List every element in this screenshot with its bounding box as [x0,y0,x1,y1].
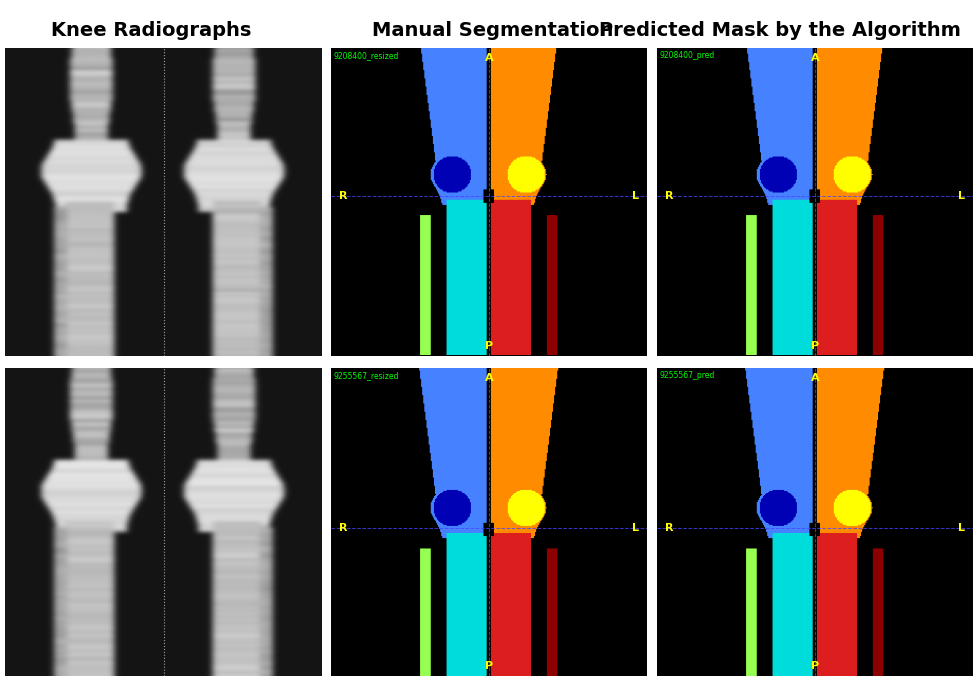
Text: Knee Radiographs: Knee Radiographs [51,21,252,40]
Text: L: L [632,191,639,201]
Text: R: R [339,191,348,201]
Text: P: P [485,341,493,350]
Text: R: R [339,523,348,533]
Text: 9208400_resized: 9208400_resized [333,51,400,60]
Text: L: L [632,523,639,533]
Text: Manual Segmentation: Manual Segmentation [371,21,613,40]
Text: 9208400_pred: 9208400_pred [660,51,715,60]
Text: 9255567_pred: 9255567_pred [660,372,716,380]
Text: L: L [957,191,964,201]
Text: R: R [665,191,674,201]
Text: A: A [485,374,493,383]
Text: A: A [485,53,493,63]
Text: A: A [810,374,819,383]
Text: P: P [811,661,819,671]
Text: Predicted Mask by the Algorithm: Predicted Mask by the Algorithm [599,21,961,40]
Text: A: A [810,53,819,63]
Text: R: R [665,523,674,533]
Text: P: P [811,341,819,350]
Text: 9255567_resized: 9255567_resized [333,372,400,380]
Text: L: L [957,523,964,533]
Text: P: P [485,661,493,671]
